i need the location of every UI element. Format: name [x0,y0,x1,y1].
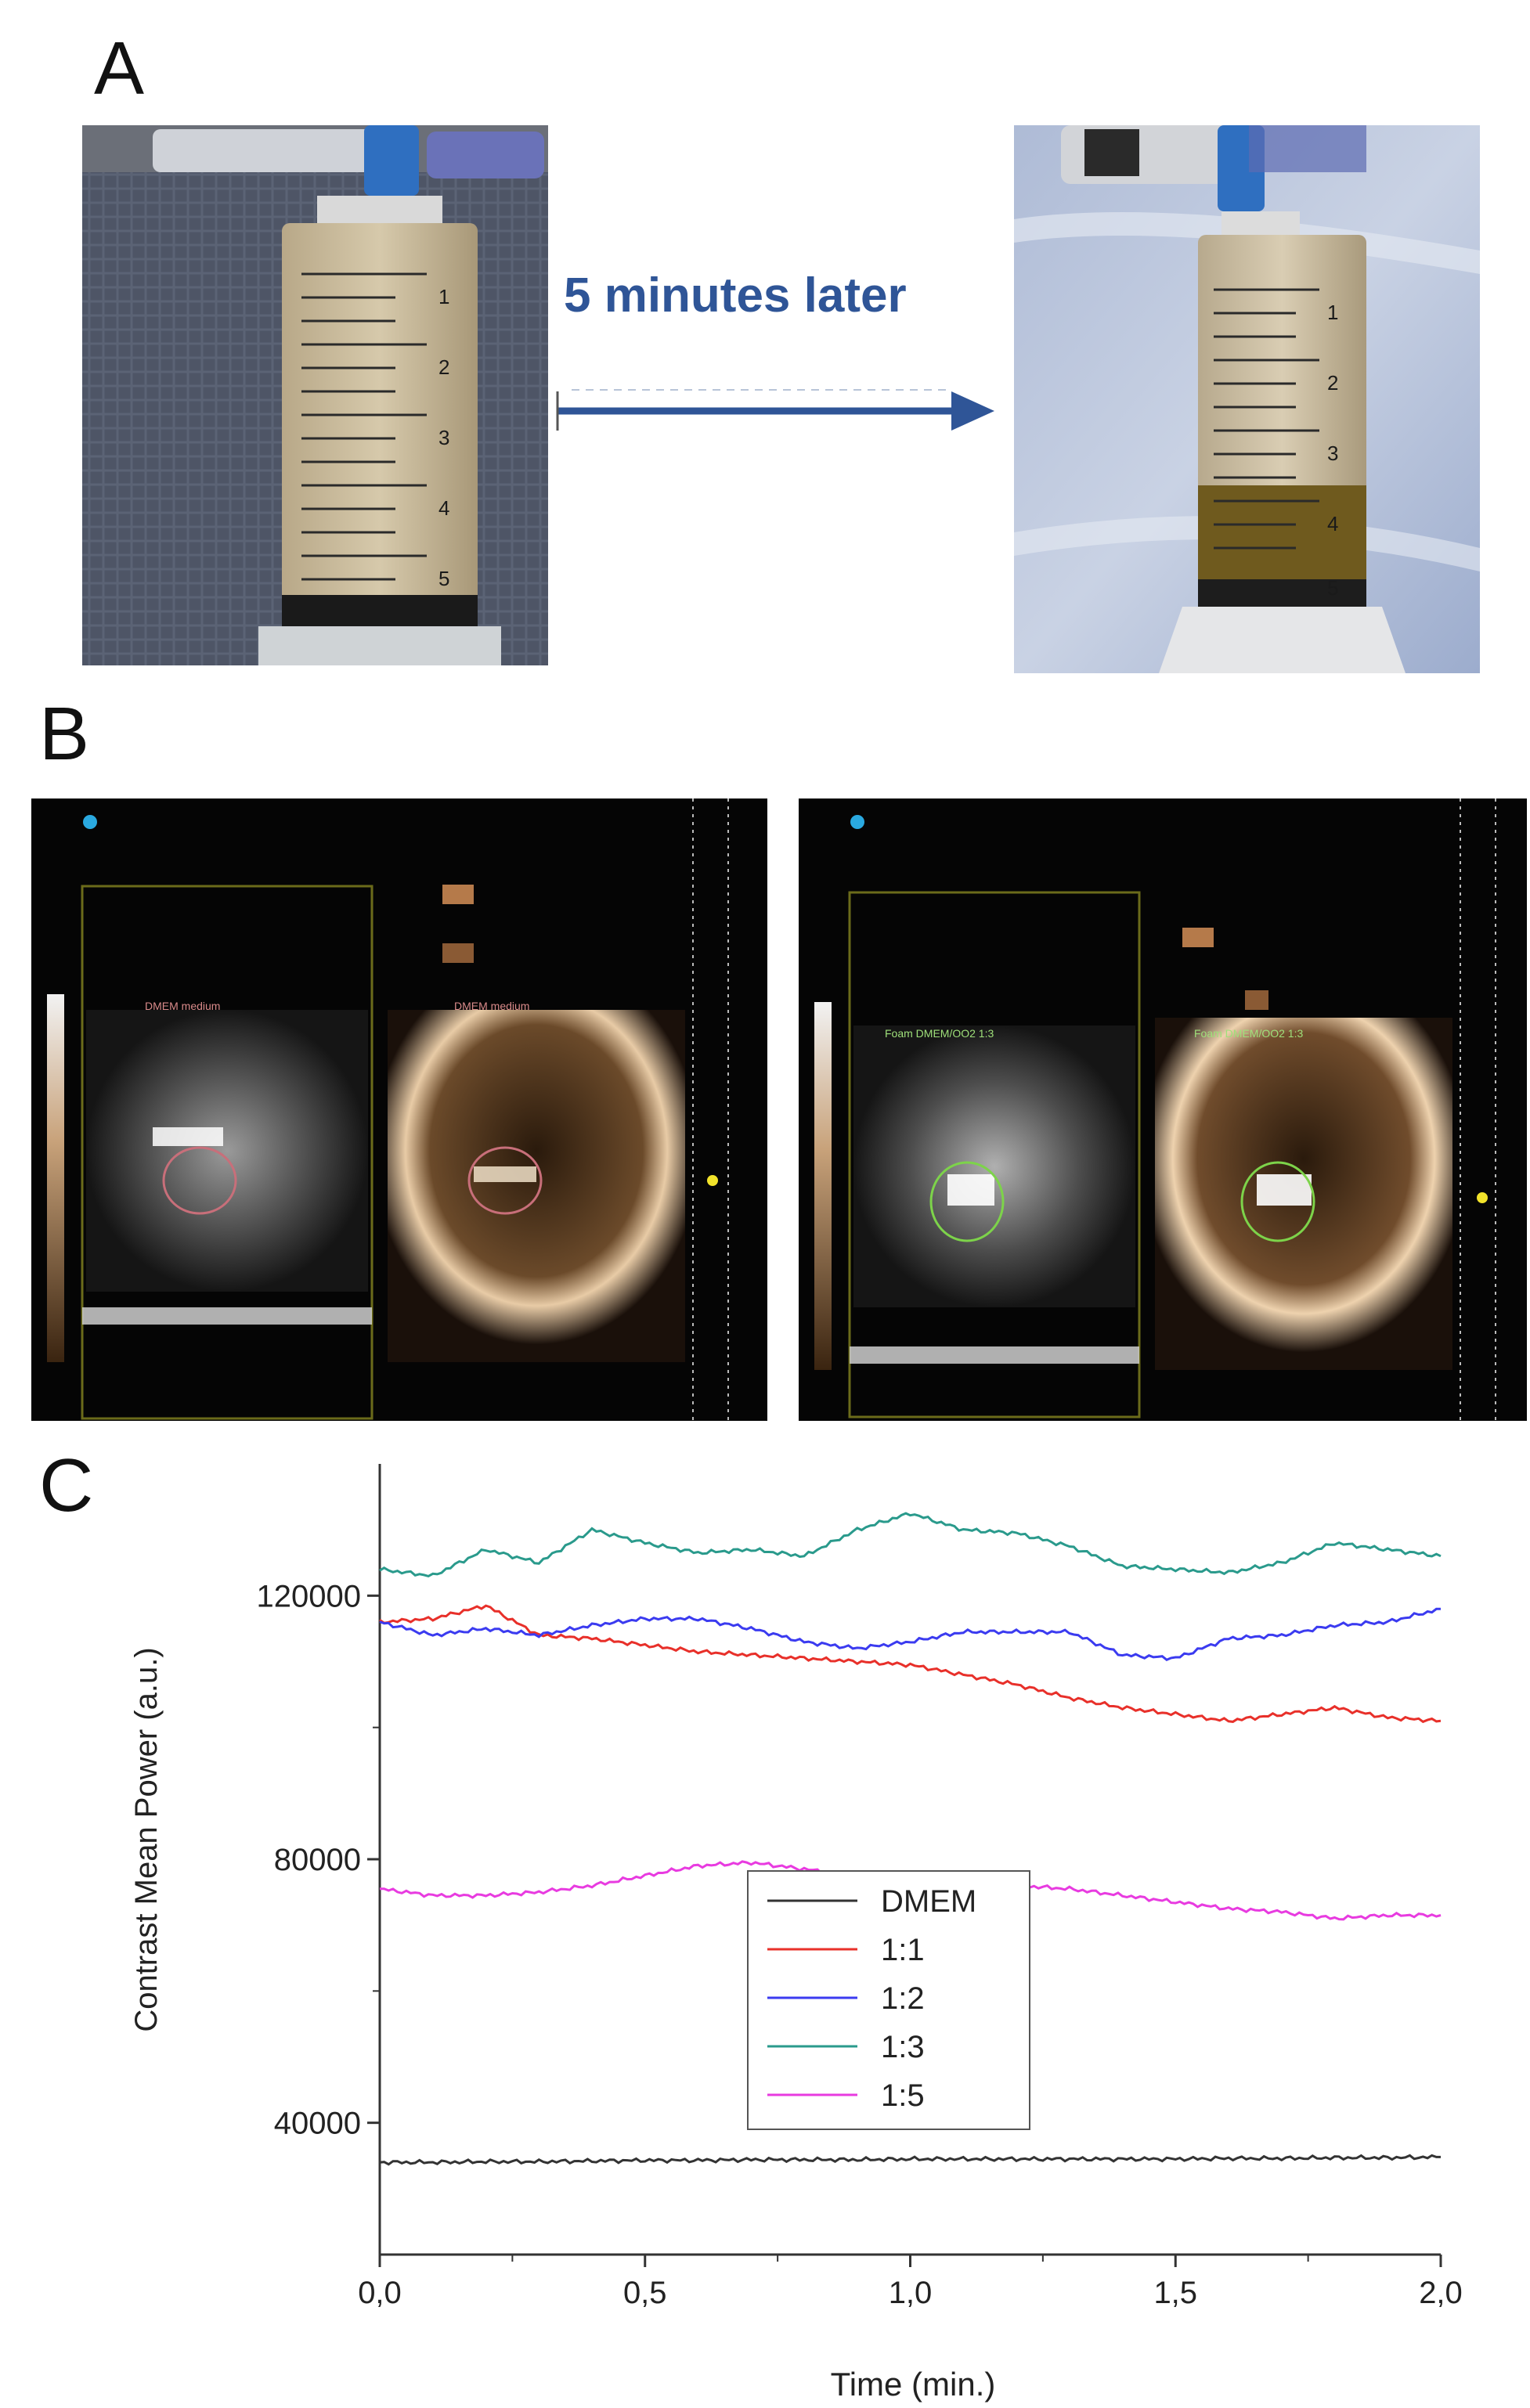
ultrasound-panel-dmem: DMEM medium DMEM medium [31,798,767,1421]
panel-letter-a: A [94,27,145,110]
legend-label: 1:2 [881,1981,925,2016]
svg-text:4: 4 [438,496,449,520]
x-tick-label: 1,0 [889,2276,933,2310]
legend-label: 1:5 [881,2078,925,2113]
x-tick-label: 1,5 [1153,2276,1197,2310]
x-tick-label: 0,0 [358,2276,402,2310]
syringe-before-graduations [301,272,427,581]
panel-letter-c: C [39,1444,94,1527]
y-tick-label: 80000 [274,1843,361,1877]
syringe-after-graduations [1214,288,1319,550]
svg-text:1: 1 [1327,301,1338,324]
svg-text:1: 1 [438,285,449,308]
x-tick-label: 2,0 [1419,2276,1463,2310]
legend-label: 1:3 [881,2030,925,2064]
svg-text:4: 4 [1327,512,1338,535]
syringe-photo-after: 1 2 3 4 5 [1014,125,1480,673]
axes: 0,0 0,5 1,0 1,5 2,0 40000 80000 120000 [257,1464,1463,2310]
ultrasound-panel-foam: Foam DMEM/OO2 1:3 Foam DMEM/OO2 1:3 [799,798,1527,1421]
x-axis-label: Time (min.) [831,2366,996,2403]
x-tick-label: 0,5 [623,2276,667,2310]
y-tick-label: 120000 [257,1579,361,1613]
roi-label-foam-bmode: Foam DMEM/OO2 1:3 [885,1027,994,1040]
svg-text:3: 3 [438,426,449,449]
legend-box [747,1870,1030,2130]
svg-text:2: 2 [1327,371,1338,395]
ultrasound-dmem-illustration: DMEM medium DMEM medium [47,798,729,1421]
syringe-after-numbers: 1 2 3 4 5 [1327,301,1338,600]
series-line-dmem [379,2154,1441,2166]
syringe-photo-before: 1 2 3 4 5 [82,125,548,665]
time-arrow [556,389,994,431]
ultrasound-foam-illustration: Foam DMEM/OO2 1:3 Foam DMEM/OO2 1:3 [814,798,1496,1421]
roi-label-foam-contrast: Foam DMEM/OO2 1:3 [1194,1027,1303,1040]
contrast-power-chart: 0,0 0,5 1,0 1,5 2,0 40000 80000 120000 DMEM 1:1 1… [129,1464,1463,2403]
y-axis-label: Contrast Mean Power (a.u.) [129,1647,164,2031]
panel-letter-b: B [39,692,90,776]
legend-label: 1:1 [881,1933,925,1967]
syringe-after-illustration: 1 2 3 4 5 [1014,125,1480,673]
roi-label-dmem-bmode: DMEM medium [145,1000,220,1012]
roi-label-dmem-contrast: DMEM medium [454,1000,529,1012]
svg-text:3: 3 [1327,442,1338,465]
syringe-before-numbers: 1 2 3 4 5 [438,285,449,590]
svg-text:2: 2 [438,355,449,379]
svg-text:5: 5 [1327,576,1338,600]
series-line-1-2 [379,1607,1442,1662]
series-line-1-3 [379,1512,1442,1578]
syringe-before-illustration: 1 2 3 4 5 [82,125,548,665]
series-line-1-1 [379,1604,1442,1724]
svg-text:5: 5 [438,567,449,590]
legend-label: DMEM [881,1884,976,1919]
arrow-label: 5 minutes later [564,269,907,323]
legend: DMEM 1:1 1:2 1:3 1:5 [747,1870,1030,2130]
y-tick-label: 40000 [274,2107,361,2141]
